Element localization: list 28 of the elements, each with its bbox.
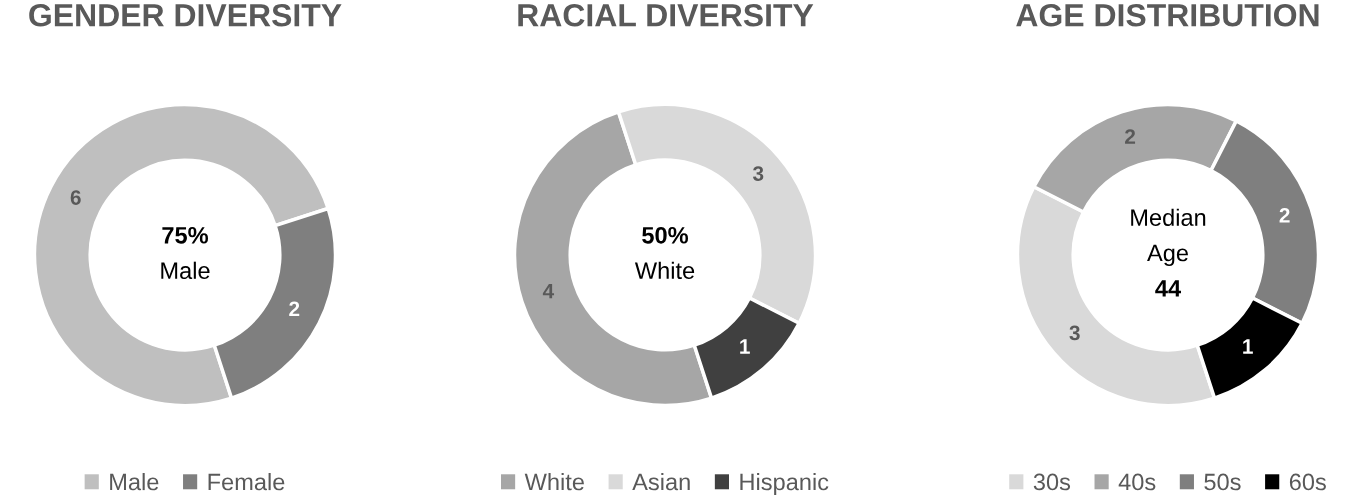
- text: White: [634, 261, 695, 280]
- chart-title: AGE DISTRIBUTION: [1016, 3, 1319, 27]
- text: Median: [1131, 208, 1206, 226]
- text: Male: [161, 261, 210, 280]
- data-label: 1: [1243, 339, 1253, 354]
- legend-label: 60s: [1289, 473, 1326, 491]
- legend-label: Female: [208, 472, 285, 491]
- legend-label: White: [524, 472, 584, 491]
- data-label: 2: [1279, 207, 1290, 223]
- legend-label: 30s: [1033, 473, 1071, 491]
- chart-title: RACIAL DIVERSITY: [518, 3, 814, 27]
- legend-label: Asian: [632, 472, 690, 491]
- data-label: 2: [289, 301, 300, 317]
- data-label: 1: [740, 339, 750, 354]
- text: 50%: [642, 226, 689, 244]
- data-label: 2: [1125, 129, 1136, 144]
- data-label: 4: [542, 283, 555, 299]
- chart-title: GENDER DIVERSITY: [29, 3, 342, 27]
- data-label: 3: [1069, 325, 1080, 341]
- legend-label: 50s: [1204, 473, 1241, 491]
- legend-label: 40s: [1118, 473, 1156, 491]
- data-label: 3: [752, 166, 764, 181]
- data-label: 6: [70, 190, 81, 205]
- text: 75%: [162, 226, 209, 244]
- text: 44: [1155, 280, 1182, 297]
- legend-label: Hispanic: [740, 472, 829, 496]
- text: Age: [1147, 244, 1188, 266]
- legend-label: Male: [110, 472, 159, 491]
